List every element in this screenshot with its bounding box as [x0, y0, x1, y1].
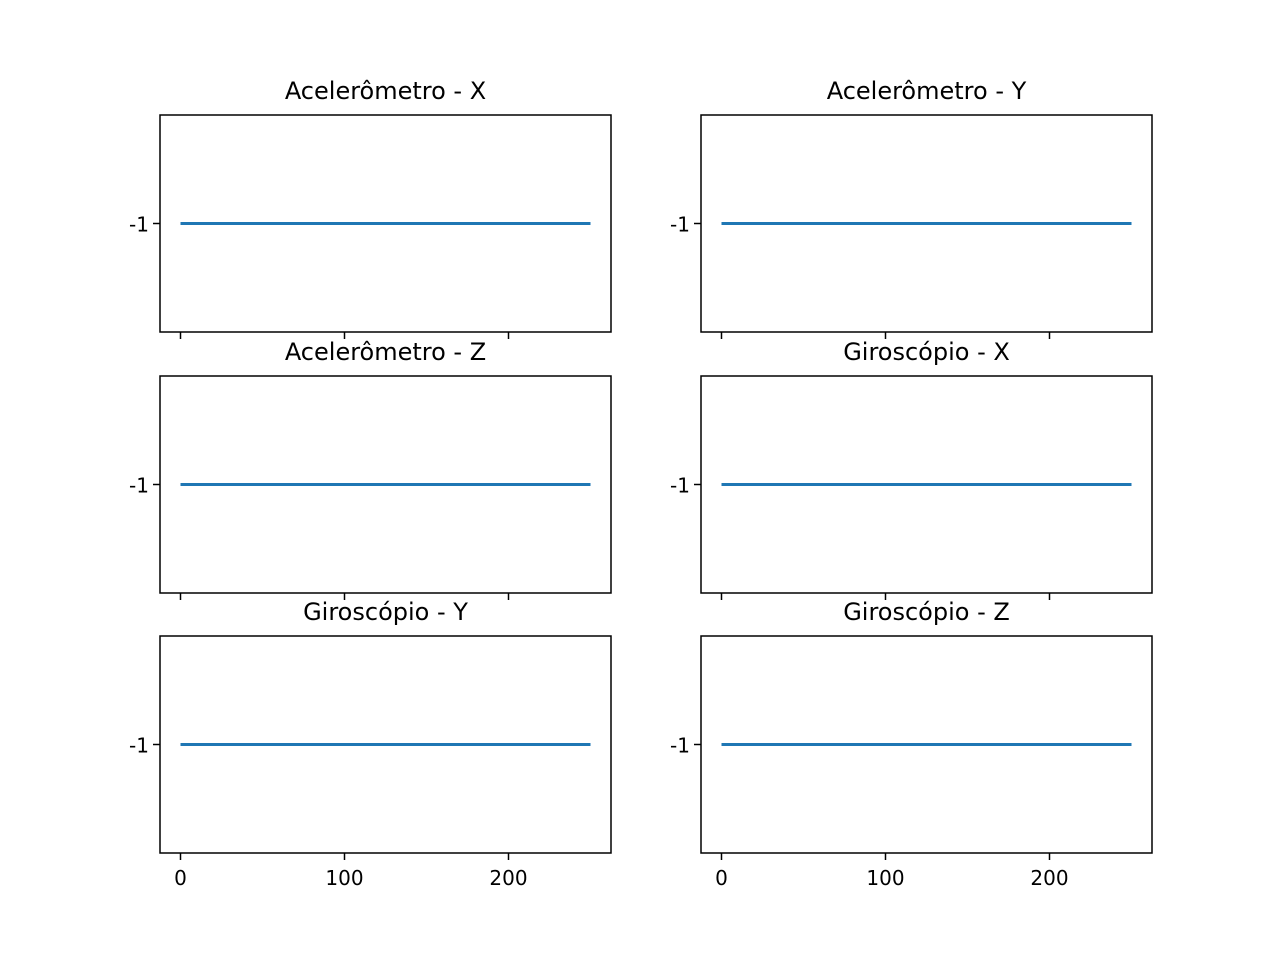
subplot-5: -1 0 100 200 Giroscópio - Y — [129, 598, 612, 890]
x-tick-label: 0 — [715, 866, 728, 890]
subplot-title: Giroscópio - Z — [843, 598, 1010, 626]
subplot-6: -1 0 100 200 Giroscópio - Z — [670, 598, 1153, 890]
subplot-3: -1 Acelerômetro - Z — [129, 338, 612, 600]
y-tick-label: -1 — [670, 734, 690, 758]
x-tick-label: 200 — [1030, 866, 1068, 890]
subplot-title: Acelerômetro - Y — [827, 77, 1027, 105]
y-tick-label: -1 — [670, 213, 690, 237]
x-tick-label: 100 — [866, 866, 904, 890]
subplot-title: Acelerômetro - X — [285, 77, 486, 105]
y-tick-label: -1 — [670, 474, 690, 498]
x-tick-label: 200 — [489, 866, 527, 890]
subplot-4: -1 Giroscópio - X — [670, 338, 1153, 600]
y-tick-label: -1 — [129, 734, 149, 758]
y-tick-label: -1 — [129, 213, 149, 237]
subplot-2: -1 Acelerômetro - Y — [670, 77, 1153, 339]
x-tick-label: 0 — [174, 866, 187, 890]
subplot-title: Giroscópio - Y — [303, 598, 468, 626]
subplot-title: Giroscópio - X — [843, 338, 1010, 366]
y-tick-label: -1 — [129, 474, 149, 498]
subplot-title: Acelerômetro - Z — [285, 338, 486, 366]
subplot-1: -1 Acelerômetro - X — [129, 77, 612, 339]
x-tick-label: 100 — [325, 866, 363, 890]
